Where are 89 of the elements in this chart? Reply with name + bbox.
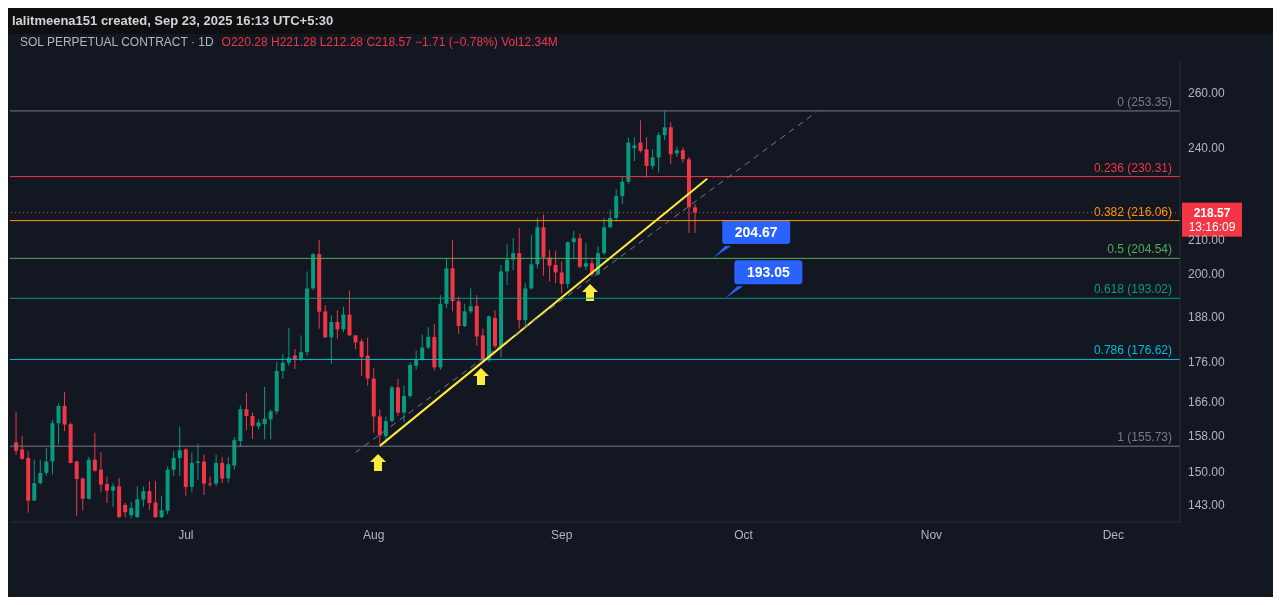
candlestick xyxy=(201,454,206,496)
candlestick xyxy=(638,119,643,154)
candlestick xyxy=(171,450,176,477)
candlestick xyxy=(426,326,431,350)
candlestick xyxy=(329,314,334,365)
y-tick-label: 200.00 xyxy=(1188,267,1226,282)
chart-title: SOL PERPETUAL CONTRACT · 1D xyxy=(20,35,214,49)
ref-line-label: 0.5 (204.54) xyxy=(1107,242,1172,257)
ref-line-label: 0.236 (230.31) xyxy=(1093,160,1172,175)
candlestick xyxy=(268,408,273,440)
ref-line-label: 218.57 xyxy=(1193,205,1231,220)
candlestick xyxy=(214,454,219,487)
candlestick xyxy=(614,188,619,222)
candlestick xyxy=(656,131,661,174)
candlestick xyxy=(14,411,19,456)
text: lalitmeena151 created, Sep 23, 2025 16:13 UTC+5:30 xyxy=(12,13,334,28)
candlestick xyxy=(262,386,267,440)
y-tick-label: 143.00 xyxy=(1188,498,1226,513)
text: 13:16:09 xyxy=(1188,219,1236,234)
candlestick xyxy=(377,408,382,445)
annotation: 193.05 xyxy=(746,264,790,281)
candlestick xyxy=(74,460,79,517)
candlestick xyxy=(583,242,588,271)
y-tick-label: 150.00 xyxy=(1188,465,1226,480)
candlestick xyxy=(111,482,116,508)
candlestick xyxy=(250,412,255,440)
candlestick xyxy=(62,391,67,432)
candlestick xyxy=(632,136,637,162)
candlestick xyxy=(335,309,340,340)
candlestick xyxy=(226,456,231,484)
candlestick xyxy=(32,459,37,502)
candlestick xyxy=(505,243,510,286)
candlestick xyxy=(341,306,346,333)
candlestick xyxy=(220,456,225,484)
annotation: 204.67 xyxy=(734,223,778,240)
candlestick xyxy=(80,477,85,511)
x-tick-label: Jul xyxy=(178,527,194,542)
candlestick xyxy=(280,353,285,380)
candlestick xyxy=(56,402,61,446)
candlestick xyxy=(365,337,370,387)
candlestick xyxy=(347,290,352,337)
candlestick xyxy=(383,415,388,445)
ref-line-label: 0.618 (193.02) xyxy=(1093,282,1172,297)
candlestick xyxy=(153,480,158,519)
y-tick-label: 260.00 xyxy=(1188,86,1226,101)
x-tick-label: Dec xyxy=(1102,527,1124,542)
candlestick xyxy=(571,230,576,261)
ref-line-label: 1 (155.73) xyxy=(1117,430,1172,445)
ref-line-label: 0 (253.35) xyxy=(1117,94,1172,109)
y-tick-label: 166.00 xyxy=(1188,395,1226,410)
candlestick xyxy=(159,495,164,519)
x-tick-label: Nov xyxy=(920,527,943,542)
candlestick xyxy=(547,249,552,282)
candlestick xyxy=(177,426,182,477)
candlestick xyxy=(420,334,425,362)
candlestick xyxy=(662,110,667,141)
ref-line-label: 0.382 (216.06) xyxy=(1093,204,1172,219)
candlestick xyxy=(359,338,364,377)
candlestick xyxy=(650,148,655,170)
y-tick-label: 210.00 xyxy=(1188,233,1226,248)
x-tick-label: Oct xyxy=(734,527,754,542)
y-tick-label: 188.00 xyxy=(1188,309,1226,324)
candlestick xyxy=(559,261,564,294)
candlestick xyxy=(298,334,303,362)
candlestick xyxy=(189,452,194,494)
candlestick xyxy=(462,303,467,328)
candlestick xyxy=(20,435,25,461)
candlestick xyxy=(92,432,97,473)
candlestick xyxy=(511,237,516,271)
candlestick xyxy=(402,385,407,423)
candlestick xyxy=(208,476,213,488)
y-tick-label: 158.00 xyxy=(1188,429,1226,444)
candlestick xyxy=(135,485,140,519)
y-tick-label: 176.00 xyxy=(1188,355,1226,370)
ref-line-label: 0.786 (176.62) xyxy=(1093,343,1172,358)
x-tick-label: Aug xyxy=(363,527,385,542)
candlestick xyxy=(147,480,152,511)
chart-subtitle: O220.28 H221.28 L212.28 C218.57 −1.71 (−0.78%) Vol12.34M xyxy=(221,35,558,49)
candlestick xyxy=(620,175,625,205)
x-tick-label: Sep xyxy=(550,527,573,542)
candlestick xyxy=(104,476,109,504)
candlestick xyxy=(244,392,249,431)
y-tick-label: 240.00 xyxy=(1188,141,1226,156)
candlestick xyxy=(141,485,146,508)
candlestick xyxy=(553,250,558,284)
candlestick xyxy=(98,451,103,494)
candlestick xyxy=(44,447,49,477)
candlestick xyxy=(414,350,419,371)
candlestick xyxy=(38,459,43,486)
